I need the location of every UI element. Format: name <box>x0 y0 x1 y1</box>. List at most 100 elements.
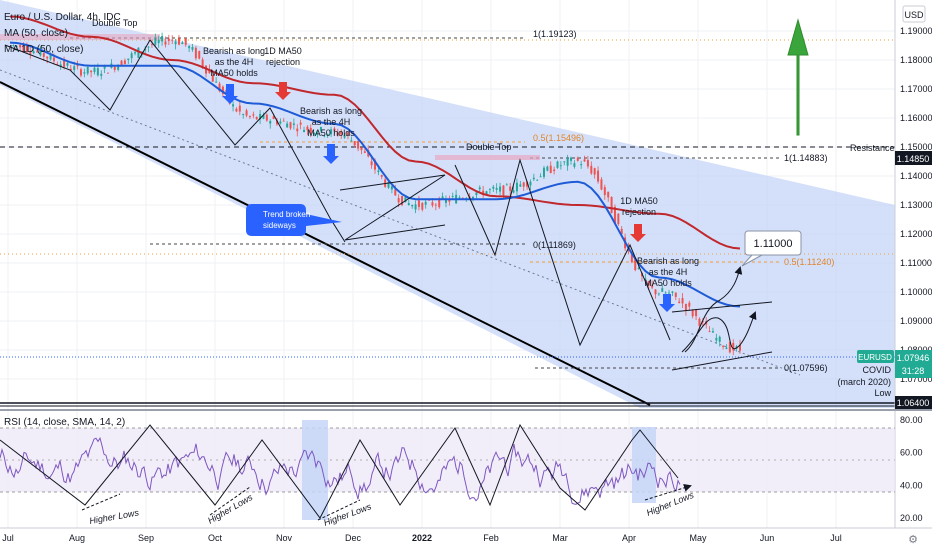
candle-body <box>698 318 701 326</box>
candle-body <box>309 127 312 134</box>
price-tick-label: 1.12000 <box>900 229 932 239</box>
candle-body <box>350 140 353 142</box>
candle-body <box>96 68 99 76</box>
candle-body <box>181 42 184 45</box>
candle-body <box>157 39 160 44</box>
candle-body <box>144 48 147 51</box>
candle-body <box>512 190 515 193</box>
candle-body <box>671 291 674 293</box>
trend-broken-text-1: Trend broken <box>263 210 310 219</box>
time-tick-label: Jul <box>2 533 14 543</box>
candle-body <box>739 344 741 351</box>
candle-body <box>654 289 657 295</box>
candle-body <box>336 132 339 136</box>
candle-body <box>586 160 589 167</box>
candle-body <box>262 114 265 119</box>
candle-body <box>613 206 616 224</box>
candle-body <box>194 47 197 59</box>
ma1d-legend: MA 1D (50, close) <box>4 44 83 55</box>
candle-body <box>296 128 299 132</box>
candle-body <box>590 165 593 174</box>
settings-gear-icon[interactable]: ⚙ <box>908 534 918 546</box>
candle-body <box>678 301 681 303</box>
candle-body <box>715 337 718 341</box>
candle-body <box>651 285 654 288</box>
rsi-highlight-2 <box>632 427 656 503</box>
double-top-zone-1 <box>0 34 160 40</box>
ma50-legend: MA (50, close) <box>4 28 68 39</box>
wedge-upper <box>671 301 773 313</box>
candle-body <box>505 184 508 186</box>
candle-body <box>117 65 120 70</box>
candle-body <box>519 184 522 187</box>
price-layer <box>9 15 741 356</box>
candle-body <box>668 292 671 294</box>
double-top-2-label: Double Top <box>466 142 511 152</box>
time-tick-label: Mar <box>552 533 568 543</box>
candle-body <box>63 58 66 67</box>
candle-body <box>458 197 461 199</box>
blue-down-arrow-icon-2 <box>323 144 339 164</box>
candle-body <box>532 177 535 180</box>
candle-body <box>485 191 488 195</box>
candle-body <box>664 292 667 294</box>
double-top-1-label: Double Top <box>92 18 137 28</box>
candle-body <box>100 73 103 76</box>
candle-body <box>610 196 613 214</box>
candle-body <box>333 128 336 131</box>
candle-body <box>597 170 600 182</box>
price-tick-label: 1.11000 <box>900 258 932 268</box>
candle-body <box>245 110 248 116</box>
currency-button[interactable]: USD <box>902 5 926 23</box>
time-tick-label: Apr <box>622 533 636 543</box>
candle-body <box>191 47 194 50</box>
candle-body <box>556 161 559 168</box>
candle-body <box>286 123 289 128</box>
candle-body <box>357 140 360 149</box>
candle-body <box>657 293 660 295</box>
candle-body <box>644 278 647 280</box>
rsi-line <box>0 436 681 505</box>
time-tick-label: Feb <box>483 533 499 543</box>
candle-body <box>482 190 485 196</box>
candle-body <box>570 157 573 161</box>
candle-body <box>154 38 157 45</box>
candle-body <box>42 53 45 57</box>
candle-body <box>22 44 25 52</box>
rsi-tick-label: 20.00 <box>900 513 923 523</box>
candle-body <box>346 132 349 136</box>
fib-1-label: 1(1.19123) <box>533 29 577 39</box>
candle-body <box>221 86 224 94</box>
candle-body <box>340 131 343 135</box>
candle-body <box>299 122 302 125</box>
candle-body <box>56 63 59 65</box>
candle-body <box>600 179 603 190</box>
candle-body <box>499 186 502 192</box>
trend-broken-callout: Trend broken sideways <box>246 204 342 236</box>
candle-body <box>289 122 292 129</box>
time-tick-label: Nov <box>276 533 293 543</box>
resistance-label: Resistance <box>850 143 895 153</box>
candle-body <box>573 163 576 167</box>
candle-body <box>732 342 735 351</box>
candle-body <box>566 158 569 166</box>
covid-label-line: (march 2020) <box>837 377 891 387</box>
candle-body <box>83 72 86 74</box>
bearish-annotation-2: Bearish as long as the 4H MA50 holds <box>300 106 362 138</box>
price-tick-label: 1.07000 <box>900 374 932 384</box>
candle-body <box>248 116 251 117</box>
candle-body <box>674 292 677 297</box>
candle-body <box>559 165 562 167</box>
symbol-title: Euro / U.S. Dollar, 4h, IDC <box>4 12 121 23</box>
rsi-tick-label: 80.00 <box>900 415 923 425</box>
zigzag-drawing-1 <box>4 39 346 243</box>
candle-body <box>171 39 174 41</box>
blue-down-arrow-icon-1 <box>222 84 238 104</box>
candle-body <box>370 161 373 166</box>
candle-body <box>708 331 711 333</box>
candle-body <box>113 66 116 70</box>
rsi-band <box>0 428 895 492</box>
candle-body <box>316 133 319 135</box>
candle-body <box>394 189 397 196</box>
